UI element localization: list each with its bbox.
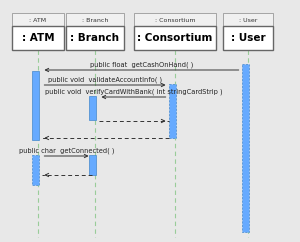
Bar <box>242 64 248 232</box>
Text: : ATM: : ATM <box>29 17 46 23</box>
Text: : Consortium: : Consortium <box>155 17 195 23</box>
Text: : User: : User <box>231 33 265 43</box>
Bar <box>134 26 216 50</box>
Bar <box>66 13 124 27</box>
Text: public void  verifyCardWithBank( int stringCardStrip ): public void verifyCardWithBank( int stri… <box>45 89 222 95</box>
Text: : User: : User <box>239 17 257 23</box>
Bar <box>32 155 38 185</box>
Bar <box>66 26 124 50</box>
Bar <box>223 26 273 50</box>
Text: public float  getCashOnHand( ): public float getCashOnHand( ) <box>90 61 193 68</box>
Bar <box>12 26 64 50</box>
Text: public char  getConnected( ): public char getConnected( ) <box>19 148 114 154</box>
Bar <box>88 155 95 175</box>
Text: public void  validateAccountInfo( ): public void validateAccountInfo( ) <box>48 76 162 83</box>
Bar <box>169 84 176 138</box>
Text: : ATM: : ATM <box>22 33 54 43</box>
Bar <box>12 13 64 27</box>
Text: : Branch: : Branch <box>82 17 108 23</box>
Bar <box>88 96 95 120</box>
Text: : Branch: : Branch <box>70 33 119 43</box>
Bar <box>32 71 38 140</box>
Text: : Consortium: : Consortium <box>137 33 213 43</box>
Bar <box>134 13 216 27</box>
Bar <box>223 13 273 27</box>
